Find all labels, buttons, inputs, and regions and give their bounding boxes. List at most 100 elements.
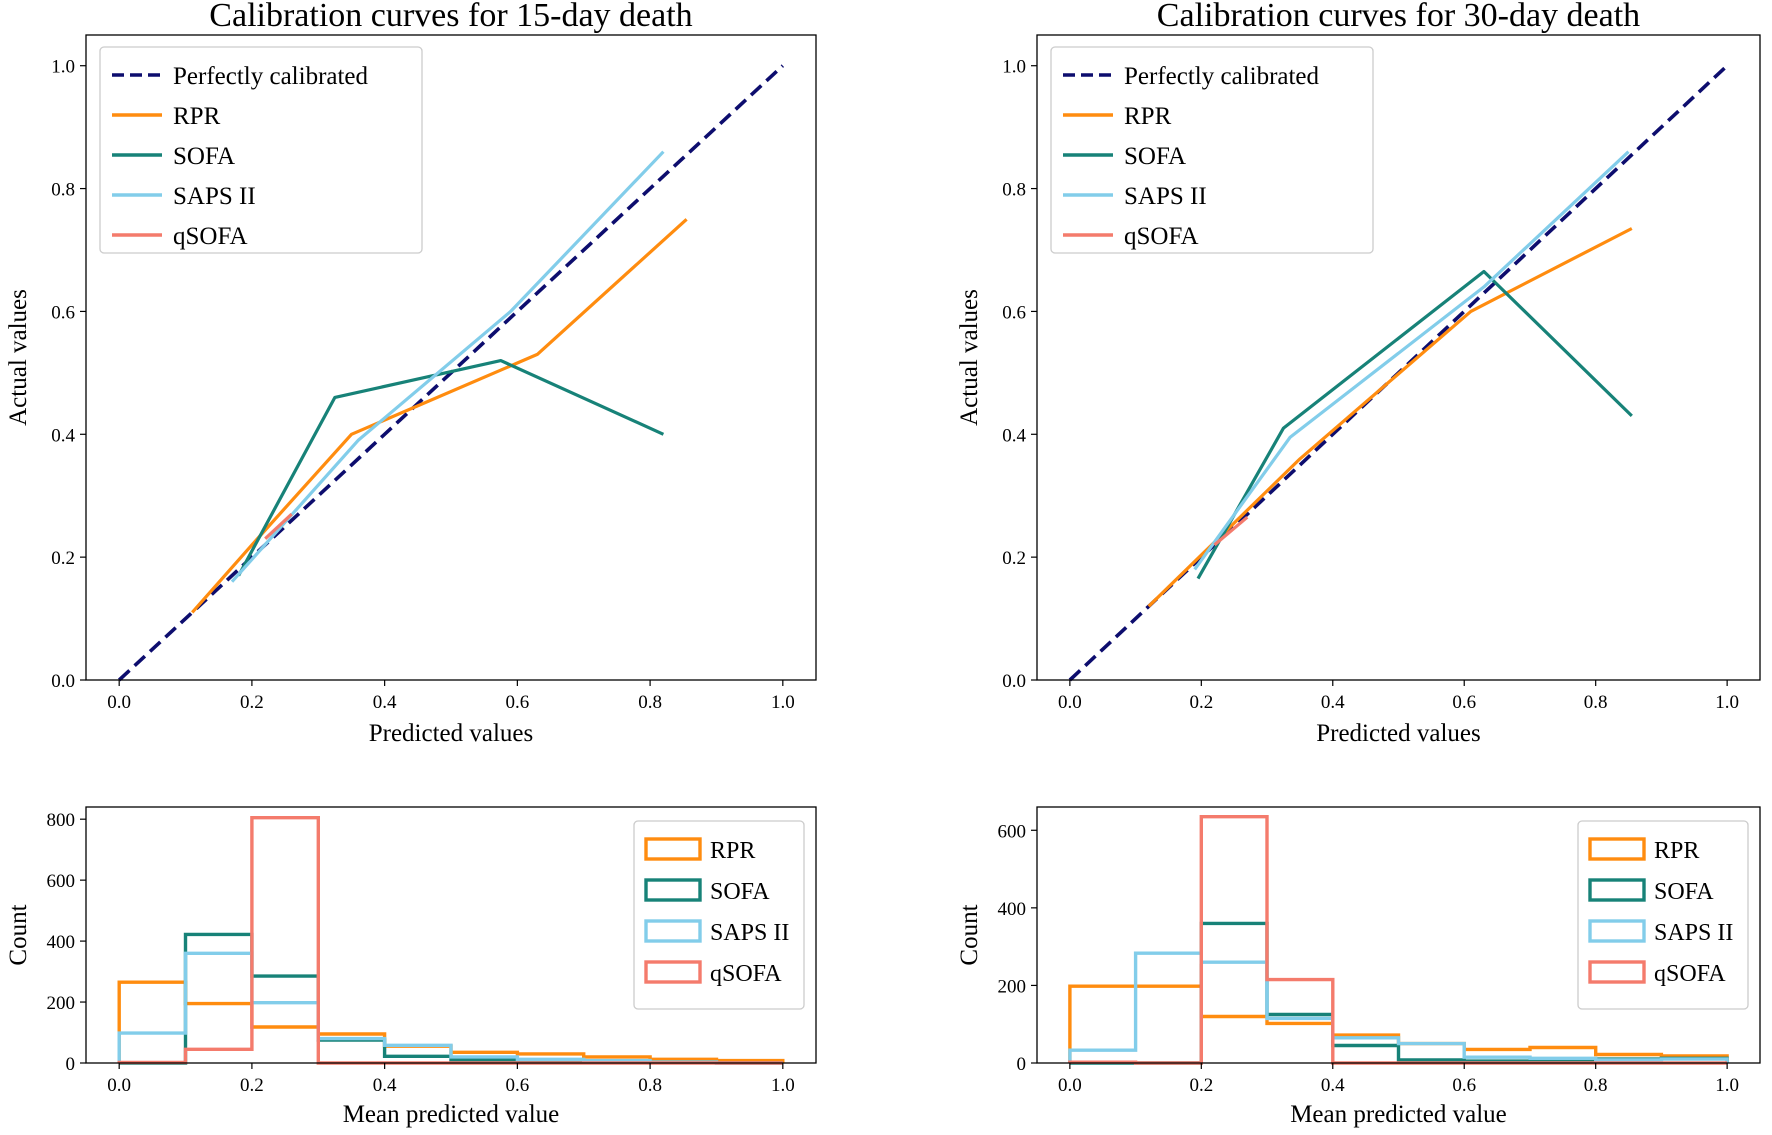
legend-label: SOFA [173, 143, 235, 170]
y-axis-label: Actual values [5, 289, 32, 426]
plot-frame [1036, 34, 1761, 681]
y-tick-label: 0.8 [1002, 180, 1026, 201]
series-line-saps-ii [1193, 150, 1630, 571]
x-tick-label: 0.0 [1058, 692, 1082, 713]
legend-label: SAPS II [710, 920, 789, 946]
x-tick-label: 0.2 [1189, 692, 1213, 713]
legend-swatch [1588, 919, 1646, 943]
y-tick-label: 0.8 [51, 180, 75, 201]
legend-label: SAPS II [1124, 183, 1207, 210]
x-tick-label: 0.8 [1584, 1075, 1608, 1096]
legend-label: RPR [173, 103, 221, 130]
legend-swatch [644, 919, 702, 943]
legend-label: SOFA [710, 879, 770, 905]
x-tick-label: 0.0 [107, 1075, 131, 1096]
x-axis-label: Mean predicted value [343, 1101, 560, 1128]
legend-swatch [644, 960, 702, 984]
y-tick-label: 200 [998, 976, 1027, 997]
y-tick-label: 0.4 [51, 425, 75, 446]
y-tick-label: 0.0 [51, 671, 75, 692]
legend-swatch [1588, 878, 1646, 902]
legend-label: qSOFA [1654, 961, 1726, 987]
y-tick-label: 0.4 [1002, 425, 1026, 446]
y-tick-label: 1.0 [1002, 57, 1026, 78]
y-tick-label: 0.0 [1002, 671, 1026, 692]
legend-label: Perfectly calibrated [173, 63, 369, 90]
chart-panel-3: 0.0 0.2 0.4 0.6 0.8 1.0 0 200 400 600 800 Mean pred… [5, 806, 817, 1128]
series-line-sofa [237, 359, 665, 577]
x-tick-label: 0.6 [1452, 1075, 1476, 1096]
plot-frame [85, 34, 817, 681]
histogram-step-saps-ii [1068, 951, 1729, 1063]
legend-label: Perfectly calibrated [1124, 63, 1320, 90]
x-tick-label: 0.4 [1321, 692, 1345, 713]
y-tick-label: 600 [47, 871, 76, 892]
y-tick-label: 0.6 [51, 302, 75, 323]
x-tick-label: 0.2 [240, 1075, 264, 1096]
y-tick-label: 400 [47, 932, 76, 953]
x-axis-label: Mean predicted value [1290, 1101, 1507, 1128]
legend-label: RPR [1124, 103, 1172, 130]
legend-swatch [644, 878, 702, 902]
y-tick-label: 400 [998, 899, 1027, 920]
x-tick-label: 0.6 [505, 1075, 529, 1096]
series-line-rpr [1147, 227, 1633, 608]
y-tick-label: 0 [1017, 1054, 1027, 1075]
legend-box [99, 46, 423, 254]
x-tick-label: 0.2 [240, 692, 264, 713]
y-tick-label: 0.2 [51, 548, 75, 569]
x-tick-label: 0.4 [373, 692, 397, 713]
y-tick-label: 200 [47, 993, 76, 1014]
series-line-sofa [1196, 269, 1633, 580]
y-tick-label: 600 [998, 821, 1027, 842]
x-tick-label: 0.0 [107, 692, 131, 713]
chart-panel-2: Calibration curves for 30-day death 0.0 0.… [956, 0, 1761, 747]
plot-frame [1036, 806, 1761, 1064]
legend-swatch [644, 837, 702, 861]
legend-label: SAPS II [173, 183, 256, 210]
x-axis-label: Predicted values [369, 720, 534, 747]
x-tick-label: 0.8 [638, 1075, 662, 1096]
chart-panel-1: Calibration curves for 15-day death 0.0 0.… [5, 0, 817, 747]
y-tick-label: 0 [66, 1054, 76, 1075]
legend-label: RPR [710, 838, 755, 864]
series-line-qsofa [264, 512, 293, 540]
legend-swatch [1588, 960, 1646, 984]
y-tick-label: 800 [47, 810, 76, 831]
x-tick-label: 1.0 [771, 1075, 795, 1096]
y-axis-label: Actual values [956, 289, 983, 426]
chart-title: Calibration curves for 30-day death [1157, 0, 1640, 34]
series-line-saps-ii [230, 150, 665, 583]
x-tick-label: 1.0 [771, 692, 795, 713]
legend-label: SOFA [1654, 879, 1714, 905]
y-axis-label: Count [5, 904, 32, 965]
legend-swatch [1588, 837, 1646, 861]
x-tick-label: 1.0 [1715, 1075, 1739, 1096]
legend-label: qSOFA [173, 223, 248, 250]
x-tick-label: 0.4 [1321, 1075, 1345, 1096]
x-tick-label: 0.0 [1058, 1075, 1082, 1096]
y-axis-label: Count [956, 904, 983, 965]
series-line-qsofa [1213, 515, 1249, 547]
x-tick-label: 0.6 [1452, 692, 1476, 713]
x-tick-label: 0.8 [1584, 692, 1608, 713]
chart-panel-4: 0.0 0.2 0.4 0.6 0.8 1.0 0 200 400 600 Mean predict… [956, 806, 1761, 1128]
x-tick-label: 0.2 [1189, 1075, 1213, 1096]
chart-title: Calibration curves for 15-day death [209, 0, 692, 34]
series-line-rpr [191, 218, 688, 614]
y-tick-label: 0.2 [1002, 548, 1026, 569]
x-tick-label: 0.4 [373, 1075, 397, 1096]
x-tick-label: 0.8 [638, 692, 662, 713]
legend-label: SAPS II [1654, 920, 1733, 946]
x-axis-label: Predicted values [1316, 720, 1481, 747]
x-tick-label: 0.6 [505, 692, 529, 713]
y-tick-label: 1.0 [51, 57, 75, 78]
x-tick-label: 1.0 [1715, 692, 1739, 713]
legend-label: SOFA [1124, 143, 1186, 170]
y-tick-label: 0.6 [1002, 302, 1026, 323]
legend-box [1050, 46, 1374, 254]
legend-label: qSOFA [710, 961, 782, 987]
legend-label: qSOFA [1124, 223, 1199, 250]
plot-frame [85, 806, 817, 1064]
